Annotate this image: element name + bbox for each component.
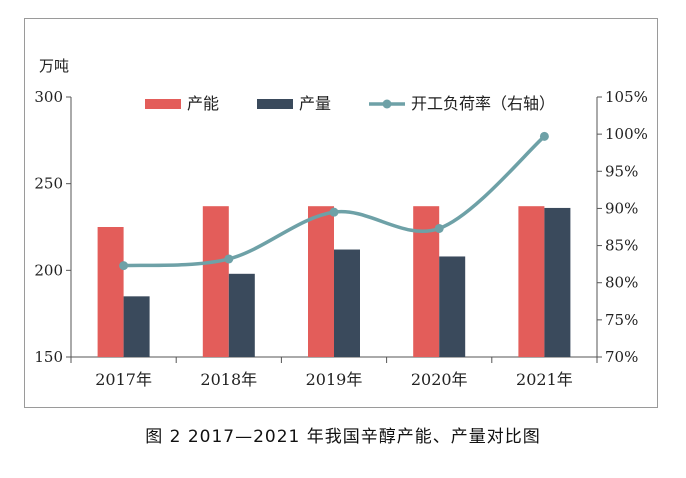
legend-label-rate: 开工负荷率（右轴） — [411, 94, 555, 113]
bar-capacity — [97, 227, 124, 357]
right-tick-label: 100% — [605, 125, 648, 143]
right-tick-label: 85% — [605, 237, 638, 255]
bar-capacity — [518, 206, 545, 357]
right-tick-label: 70% — [605, 348, 638, 366]
rate-point — [119, 261, 129, 271]
bar-output — [228, 273, 255, 357]
x-tick-label: 2017年 — [95, 370, 152, 389]
x-tick-label: 2018年 — [200, 370, 257, 389]
right-tick-label: 95% — [605, 162, 638, 180]
rate-point — [434, 223, 444, 233]
rate-point — [539, 131, 549, 141]
bar-output — [123, 296, 150, 357]
left-tick-label: 150 — [34, 348, 63, 366]
right-tick-label: 75% — [605, 311, 638, 329]
figure-caption: 图 2 2017—2021 年我国辛醇产能、产量对比图 — [145, 427, 541, 447]
left-tick-label: 200 — [34, 261, 63, 279]
rate-point — [329, 207, 339, 217]
y-left-unit-label: 万吨 — [39, 57, 69, 75]
legend-label-capacity: 产能 — [187, 94, 219, 113]
legend-swatch-output — [257, 99, 293, 109]
legend-marker-rate — [382, 99, 392, 109]
right-tick-label: 90% — [605, 199, 638, 217]
bar-output — [544, 207, 571, 357]
bar-capacity — [202, 206, 229, 357]
left-tick-label: 300 — [34, 88, 63, 106]
chart-frame: 150 200 250 300 万吨 70% 75% 80% 85% 90% 95% 100% 105%… — [24, 18, 658, 408]
right-tick-label: 80% — [605, 274, 638, 292]
bar-output — [334, 249, 360, 357]
bar-output — [439, 256, 466, 357]
x-tick-label: 2019年 — [306, 370, 363, 389]
left-tick-label: 250 — [34, 175, 63, 193]
legend-swatch-capacity — [145, 99, 181, 109]
right-tick-label: 105% — [605, 88, 648, 106]
rate-point — [224, 254, 234, 264]
x-tick-label: 2021年 — [516, 370, 573, 389]
bar-capacity — [308, 206, 334, 357]
x-tick-label: 2020年 — [411, 370, 468, 389]
legend-label-output: 产量 — [299, 94, 331, 113]
chart: 150 200 250 300 万吨 70% 75% 80% 85% 90% 95% 100% 105%… — [34, 57, 648, 389]
